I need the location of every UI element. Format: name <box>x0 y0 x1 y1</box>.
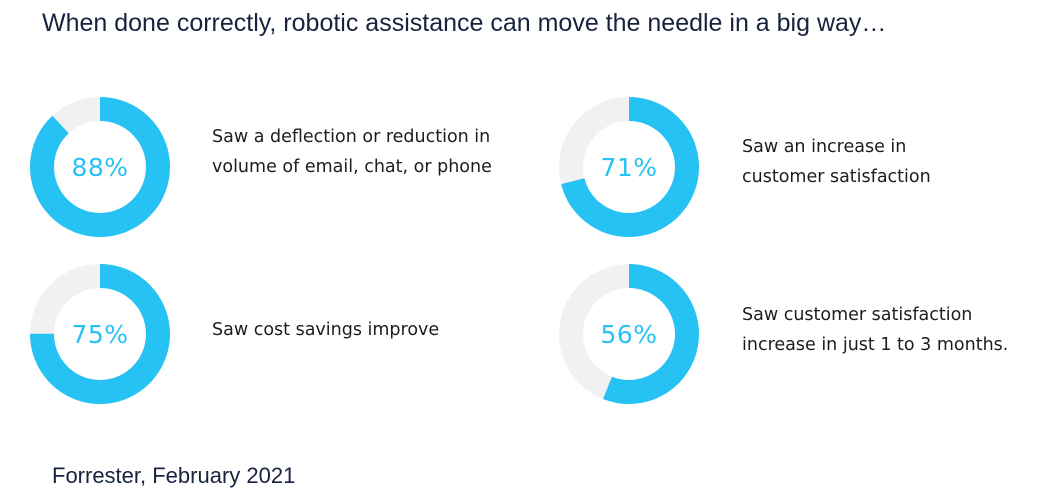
stat-description-2: Saw an increase in customer satisfaction <box>742 132 931 192</box>
donut-svg-4 <box>559 264 699 404</box>
donut-svg-2 <box>559 97 699 237</box>
description-line: Saw cost savings improve <box>212 320 440 340</box>
donut-arc <box>559 264 699 404</box>
stat-description-1: Saw a deflection or reduction in volume … <box>212 122 492 182</box>
description-line: volume of email, chat, or phone <box>212 157 492 177</box>
donut-arc <box>30 264 170 404</box>
description-line: Saw customer satisfaction <box>742 305 973 325</box>
percent-label: 88% <box>71 152 129 182</box>
percent-label: 75% <box>71 319 129 349</box>
donut-chart-4: 56% <box>559 264 699 404</box>
donut-svg-1 <box>30 97 170 237</box>
stat-description-3: Saw cost savings improve <box>212 315 439 345</box>
description-line: Saw a deflection or reduction in <box>212 127 491 147</box>
percent-label: 71% <box>600 152 658 182</box>
donut-chart-2: 71% <box>559 97 699 237</box>
donut-chart-3: 75% <box>30 264 170 404</box>
percent-label: 56% <box>600 319 658 349</box>
donut-svg-3 <box>30 264 170 404</box>
donut-arc <box>30 97 170 237</box>
donut-chart-1: 88% <box>30 97 170 237</box>
donut-arc <box>559 97 699 237</box>
page-title: When done correctly, robotic assistance … <box>42 9 887 37</box>
source-citation: Forrester, February 2021 <box>52 463 296 488</box>
stat-description-4: Saw customer satisfaction increase in ju… <box>742 300 1008 360</box>
description-line: customer satisfaction <box>742 167 931 187</box>
description-line: Saw an increase in <box>742 137 907 157</box>
description-line: increase in just 1 to 3 months. <box>742 335 1009 355</box>
